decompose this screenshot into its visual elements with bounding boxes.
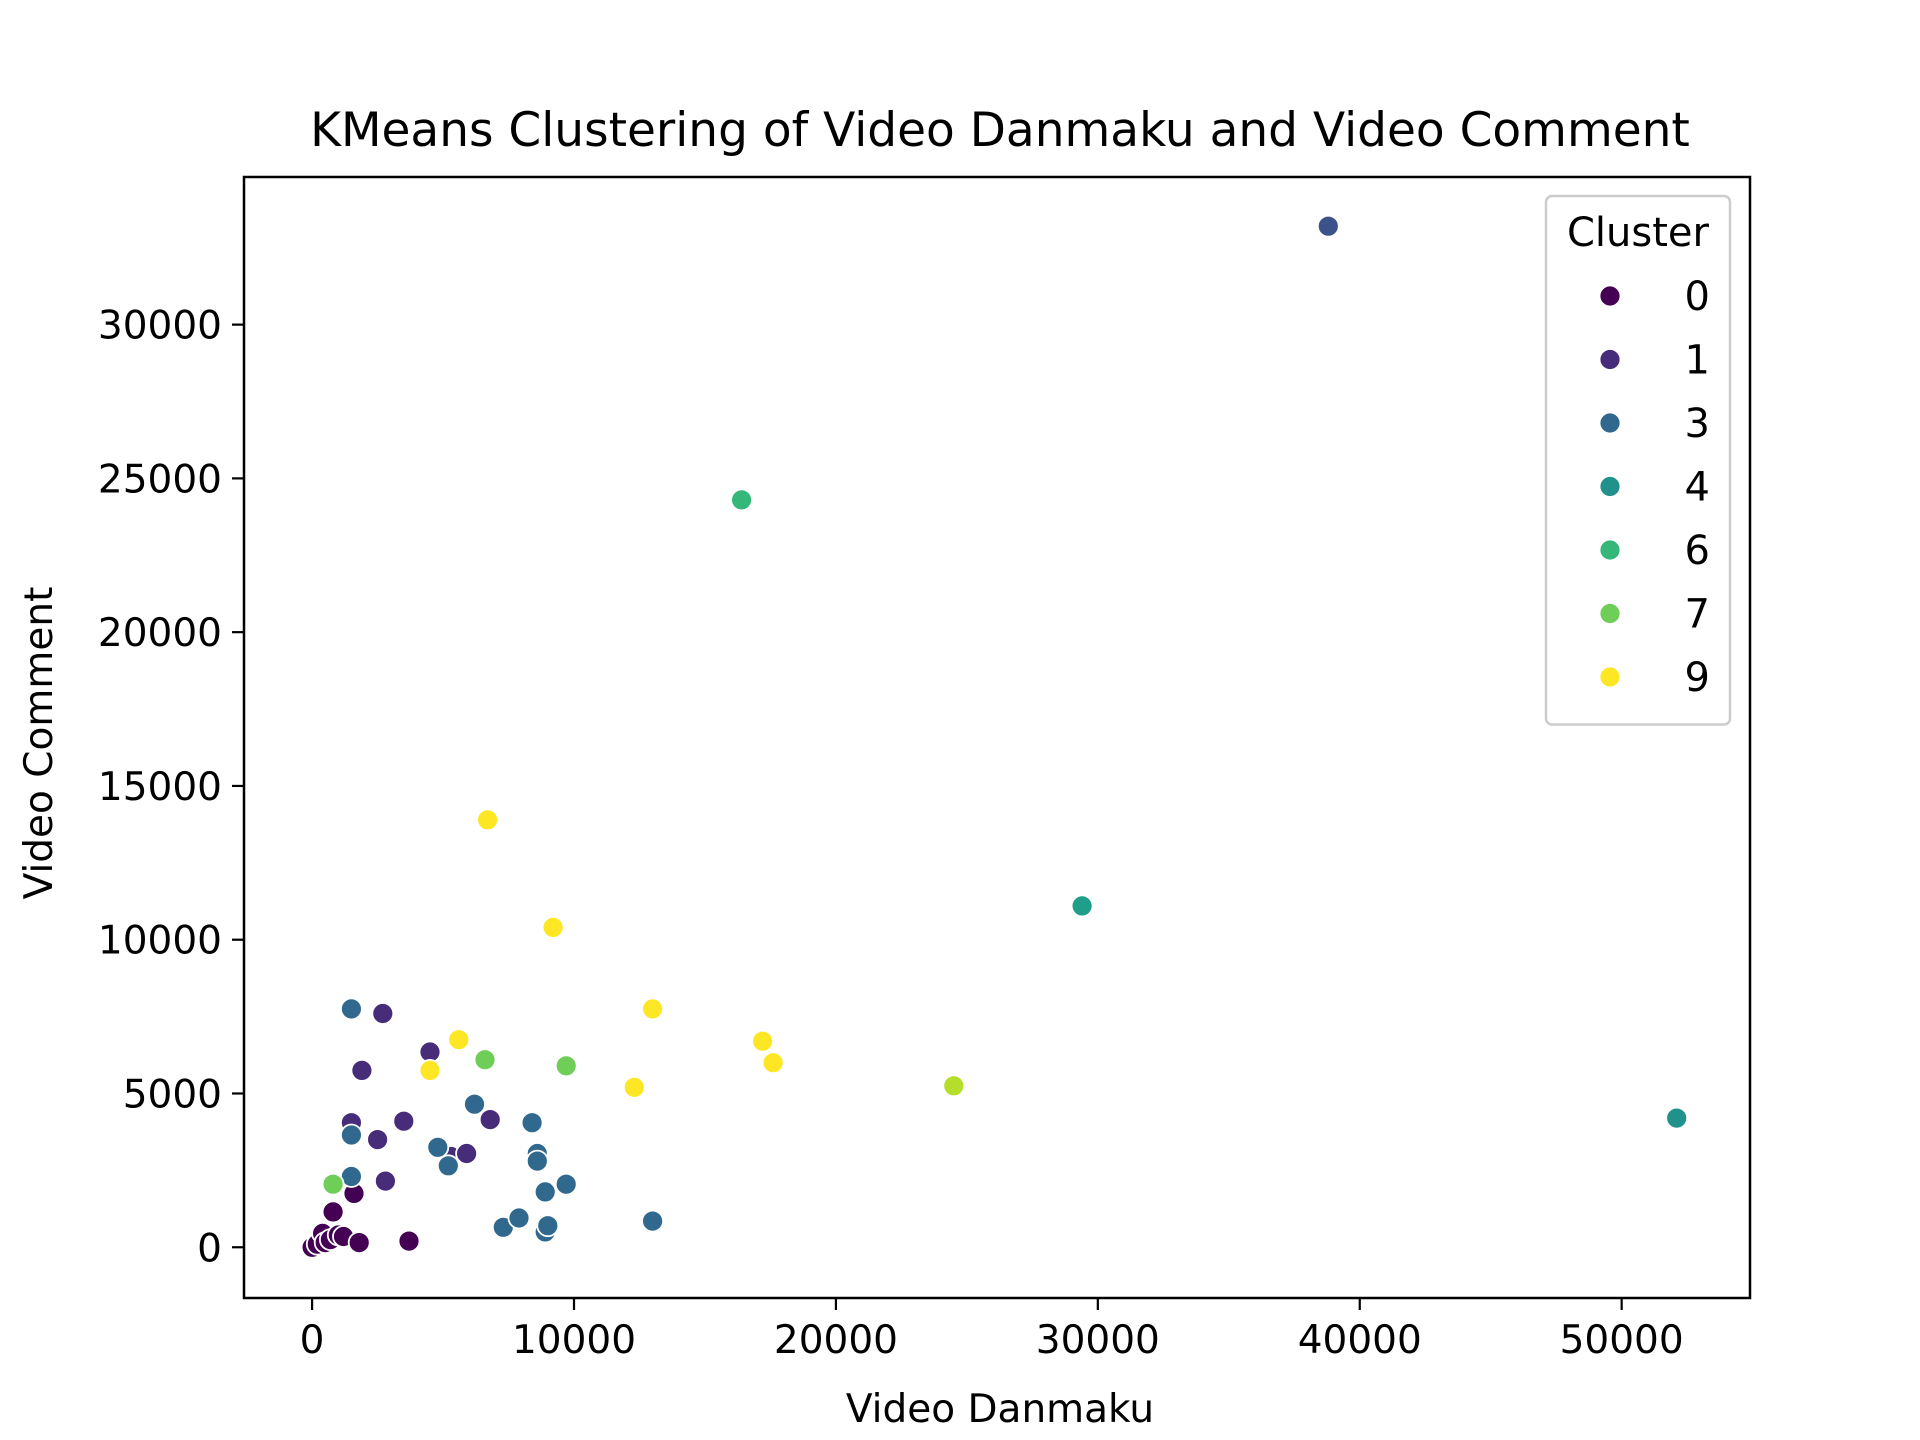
data-point	[455, 1142, 479, 1165]
y-tick-label: 5000	[123, 1072, 222, 1117]
data-point	[1070, 894, 1094, 918]
chart-title: KMeans Clustering of Video Danmaku and V…	[310, 103, 1690, 158]
data-point	[373, 1169, 397, 1193]
data-point	[366, 1128, 390, 1151]
y-tick-label: 20000	[98, 611, 222, 656]
y-tick-label: 30000	[98, 304, 222, 349]
data-point	[473, 1048, 497, 1072]
legend-marker	[1598, 348, 1622, 371]
y-tick-label: 10000	[98, 919, 222, 964]
data-point	[463, 1092, 486, 1116]
legend-marker	[1598, 411, 1622, 435]
data-point	[350, 1059, 374, 1082]
y-tick-label: 25000	[98, 457, 222, 502]
data-point	[418, 1059, 442, 1082]
x-tick-label: 40000	[1298, 1318, 1422, 1363]
x-tick-label: 20000	[774, 1318, 898, 1363]
legend-label: 1	[1685, 338, 1710, 384]
legend-label: 9	[1685, 655, 1710, 701]
data-point	[520, 1111, 544, 1135]
data-point	[478, 1108, 502, 1131]
data-point	[761, 1051, 785, 1075]
x-axis-label: Video Danmaku	[846, 1387, 1154, 1432]
plot-frame	[242, 175, 1752, 1300]
legend-marker	[1598, 284, 1622, 308]
data-point	[554, 1054, 578, 1078]
x-tick-label: 0	[300, 1318, 325, 1363]
data-point	[730, 488, 753, 512]
legend-label: 7	[1685, 592, 1710, 638]
data-point	[536, 1214, 560, 1238]
x-axis: 0 10000 20000 30000 40000 50000	[300, 1298, 1684, 1363]
data-point	[1665, 1106, 1689, 1130]
data-point	[339, 1123, 363, 1147]
data-point	[525, 1149, 549, 1173]
y-axis: 0 5000 10000 15000 20000 25000 30000	[98, 304, 244, 1271]
y-axis-label: Video Comment	[17, 587, 62, 900]
data-point	[392, 1109, 416, 1133]
legend-label: 3	[1685, 401, 1710, 447]
data-point	[321, 1172, 345, 1196]
data-point	[339, 997, 363, 1021]
legend-label: 6	[1685, 528, 1710, 574]
legend-box	[1544, 194, 1732, 726]
data-point	[541, 916, 565, 939]
x-tick-label: 30000	[1036, 1318, 1160, 1363]
data-point	[751, 1029, 774, 1053]
data-point	[554, 1172, 578, 1196]
data-point	[641, 997, 664, 1021]
data-point	[1316, 214, 1340, 238]
data-point	[942, 1074, 966, 1098]
data-point	[397, 1229, 421, 1253]
data-point	[533, 1180, 557, 1204]
data-point	[436, 1154, 460, 1178]
legend-marker	[1598, 538, 1622, 562]
legend-marker	[1598, 665, 1622, 689]
legend-entries: 0 1 3 4 6 7 9	[1598, 274, 1710, 701]
data-point	[507, 1206, 531, 1230]
legend-label: 4	[1685, 465, 1710, 511]
data-point	[371, 1002, 395, 1025]
y-tick-label: 0	[197, 1226, 222, 1271]
y-tick-label: 15000	[98, 765, 222, 810]
data-point	[347, 1231, 371, 1254]
x-tick-label: 10000	[512, 1318, 636, 1363]
legend: Cluster 0 1 3 4 6 7 9	[1544, 194, 1732, 726]
data-point	[321, 1200, 345, 1224]
legend-title: Cluster	[1567, 210, 1710, 256]
legend-label: 0	[1685, 274, 1710, 320]
data-point	[447, 1028, 471, 1052]
points-layer	[300, 214, 1689, 1259]
x-tick-label: 50000	[1560, 1318, 1684, 1363]
data-point	[622, 1075, 646, 1099]
legend-marker	[1598, 475, 1622, 498]
data-point	[476, 808, 500, 832]
legend-marker	[1598, 602, 1622, 625]
data-point	[641, 1209, 664, 1233]
data-point	[426, 1135, 450, 1159]
